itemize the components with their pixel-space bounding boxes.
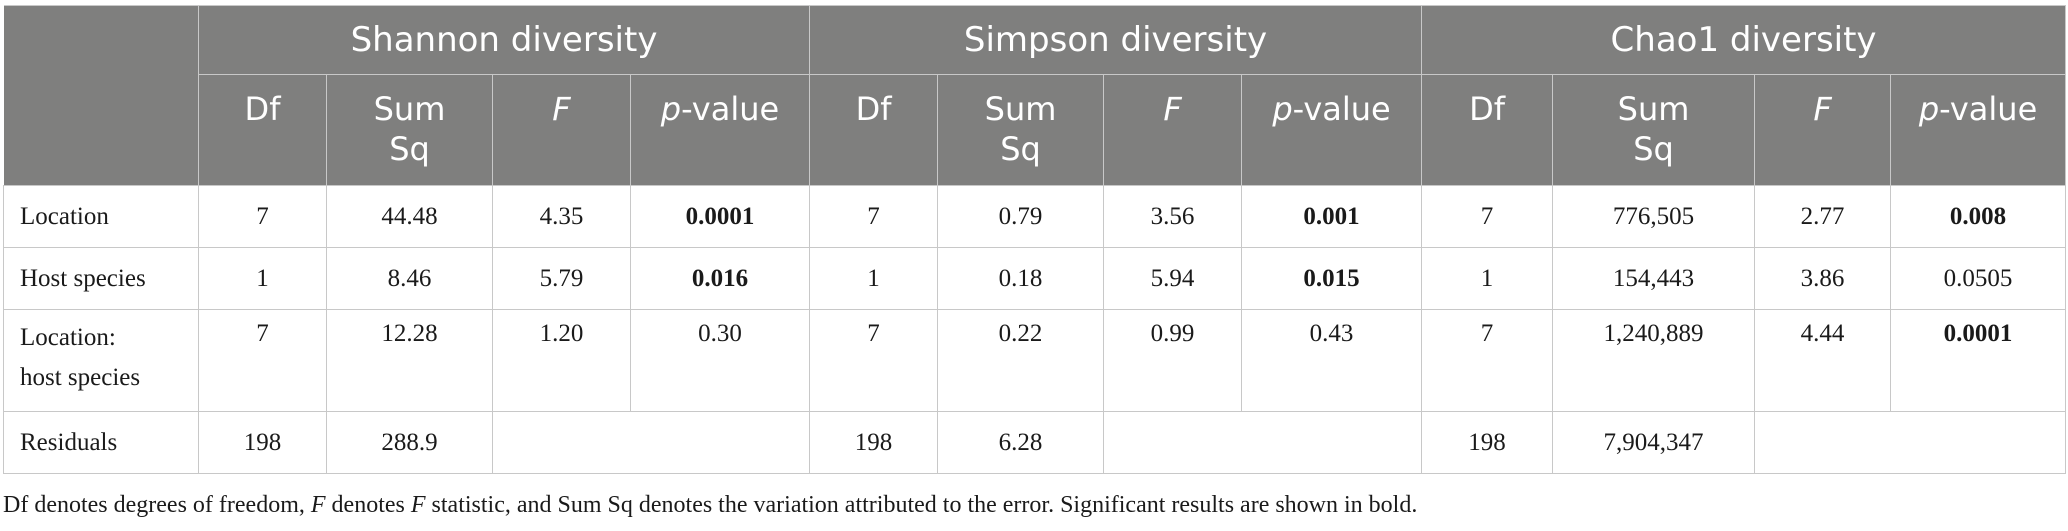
cell-f: 3.56 (1103, 185, 1243, 248)
table-row-location: Location 7 44.48 4.35 0.0001 7 0.79 3.56… (3, 185, 2067, 248)
cell-empty (1103, 411, 1423, 474)
group-header-chao1: Chao1 diversity (1421, 5, 2067, 75)
row-label: Residuals (3, 411, 199, 474)
col-header-p-value: p-value (1241, 74, 1423, 186)
cell-df: 7 (809, 309, 939, 412)
table-row-host-species: Host species 1 8.46 5.79 0.016 1 0.18 5.… (3, 247, 2067, 310)
table-row-residuals: Residuals 198 288.9 198 6.28 198 7,904,3… (3, 411, 2067, 474)
col-header-sumsq: Sum Sq (326, 74, 493, 186)
cell-p-value: 0.008 (1890, 185, 2067, 248)
row-label: Location: host species (3, 309, 199, 412)
col-header-df: Df (1421, 74, 1554, 186)
cell-sumsq: 288.9 (326, 411, 493, 474)
cell-sumsq: 8.46 (326, 247, 493, 310)
table-row-location-host-species: Location: host species 7 12.28 1.20 0.30 … (3, 309, 2067, 412)
row-label: Host species (3, 247, 199, 310)
cell-df: 7 (198, 185, 327, 248)
cell-f: 4.35 (492, 185, 631, 248)
cell-df: 198 (809, 411, 939, 474)
cell-df: 1 (809, 247, 939, 310)
col-header-p-value: p-value (629, 74, 811, 186)
col-header-sumsq: Sum Sq (937, 74, 1105, 186)
cell-empty (491, 411, 811, 474)
cell-f: 0.99 (1103, 309, 1243, 412)
cell-f: 5.79 (492, 247, 631, 310)
cell-p-value: 0.43 (1241, 309, 1423, 412)
cell-empty (1754, 411, 2067, 474)
cell-sumsq: 6.28 (937, 411, 1105, 474)
cell-sumsq: 12.28 (326, 309, 493, 412)
cell-sumsq: 0.22 (937, 309, 1105, 412)
cell-p-value: 0.0001 (1890, 309, 2067, 412)
cell-sumsq: 44.48 (326, 185, 493, 248)
cell-f: 1.20 (492, 309, 631, 412)
cell-f: 3.86 (1754, 247, 1892, 310)
cell-sumsq: 154,443 (1552, 247, 1756, 310)
cell-sumsq: 776,505 (1552, 185, 1756, 248)
cell-df: 1 (1421, 247, 1554, 310)
cell-df: 7 (1421, 309, 1554, 412)
col-header-sumsq: Sum Sq (1552, 74, 1756, 186)
cell-df: 1 (198, 247, 327, 310)
col-header-df: Df (198, 74, 327, 186)
group-header-simpson: Simpson diversity (809, 5, 1423, 75)
col-header-f: F (492, 74, 631, 186)
anova-table: Shannon diversity Simpson diversity Chao… (3, 5, 2067, 474)
cell-sumsq: 0.79 (937, 185, 1105, 248)
cell-f: 4.44 (1754, 309, 1892, 412)
cell-f: 5.94 (1103, 247, 1243, 310)
cell-sumsq: 7,904,347 (1552, 411, 1756, 474)
group-header-row: Shannon diversity Simpson diversity Chao… (3, 5, 2067, 186)
cell-p-value: 0.30 (629, 309, 811, 412)
cell-p-value: 0.0505 (1890, 247, 2067, 310)
cell-p-value: 0.015 (1241, 247, 1423, 310)
cell-df: 198 (198, 411, 327, 474)
cell-sumsq: 0.18 (937, 247, 1105, 310)
col-header-f: F (1103, 74, 1243, 186)
table-footnote: Df denotes degrees of freedom, F denotes… (3, 492, 1418, 518)
cell-p-value: 0.001 (1241, 185, 1423, 248)
cell-sumsq: 1,240,889 (1552, 309, 1756, 412)
cell-p-value: 0.016 (629, 247, 811, 310)
cell-df: 7 (809, 185, 939, 248)
col-header-p-value: p-value (1890, 74, 2067, 186)
cell-df: 7 (1421, 185, 1554, 248)
cell-f: 2.77 (1754, 185, 1892, 248)
group-header-shannon: Shannon diversity (197, 5, 811, 75)
col-header-f: F (1754, 74, 1892, 186)
col-header-df: Df (809, 74, 939, 186)
column-header-row: Df Sum Sq F p-value Df Sum Sq F p-value Df… (4, 74, 2067, 186)
cell-df: 7 (198, 309, 327, 412)
corner-cell (3, 5, 199, 186)
cell-df: 198 (1421, 411, 1554, 474)
cell-p-value: 0.0001 (629, 185, 811, 248)
row-label: Location (3, 185, 199, 248)
